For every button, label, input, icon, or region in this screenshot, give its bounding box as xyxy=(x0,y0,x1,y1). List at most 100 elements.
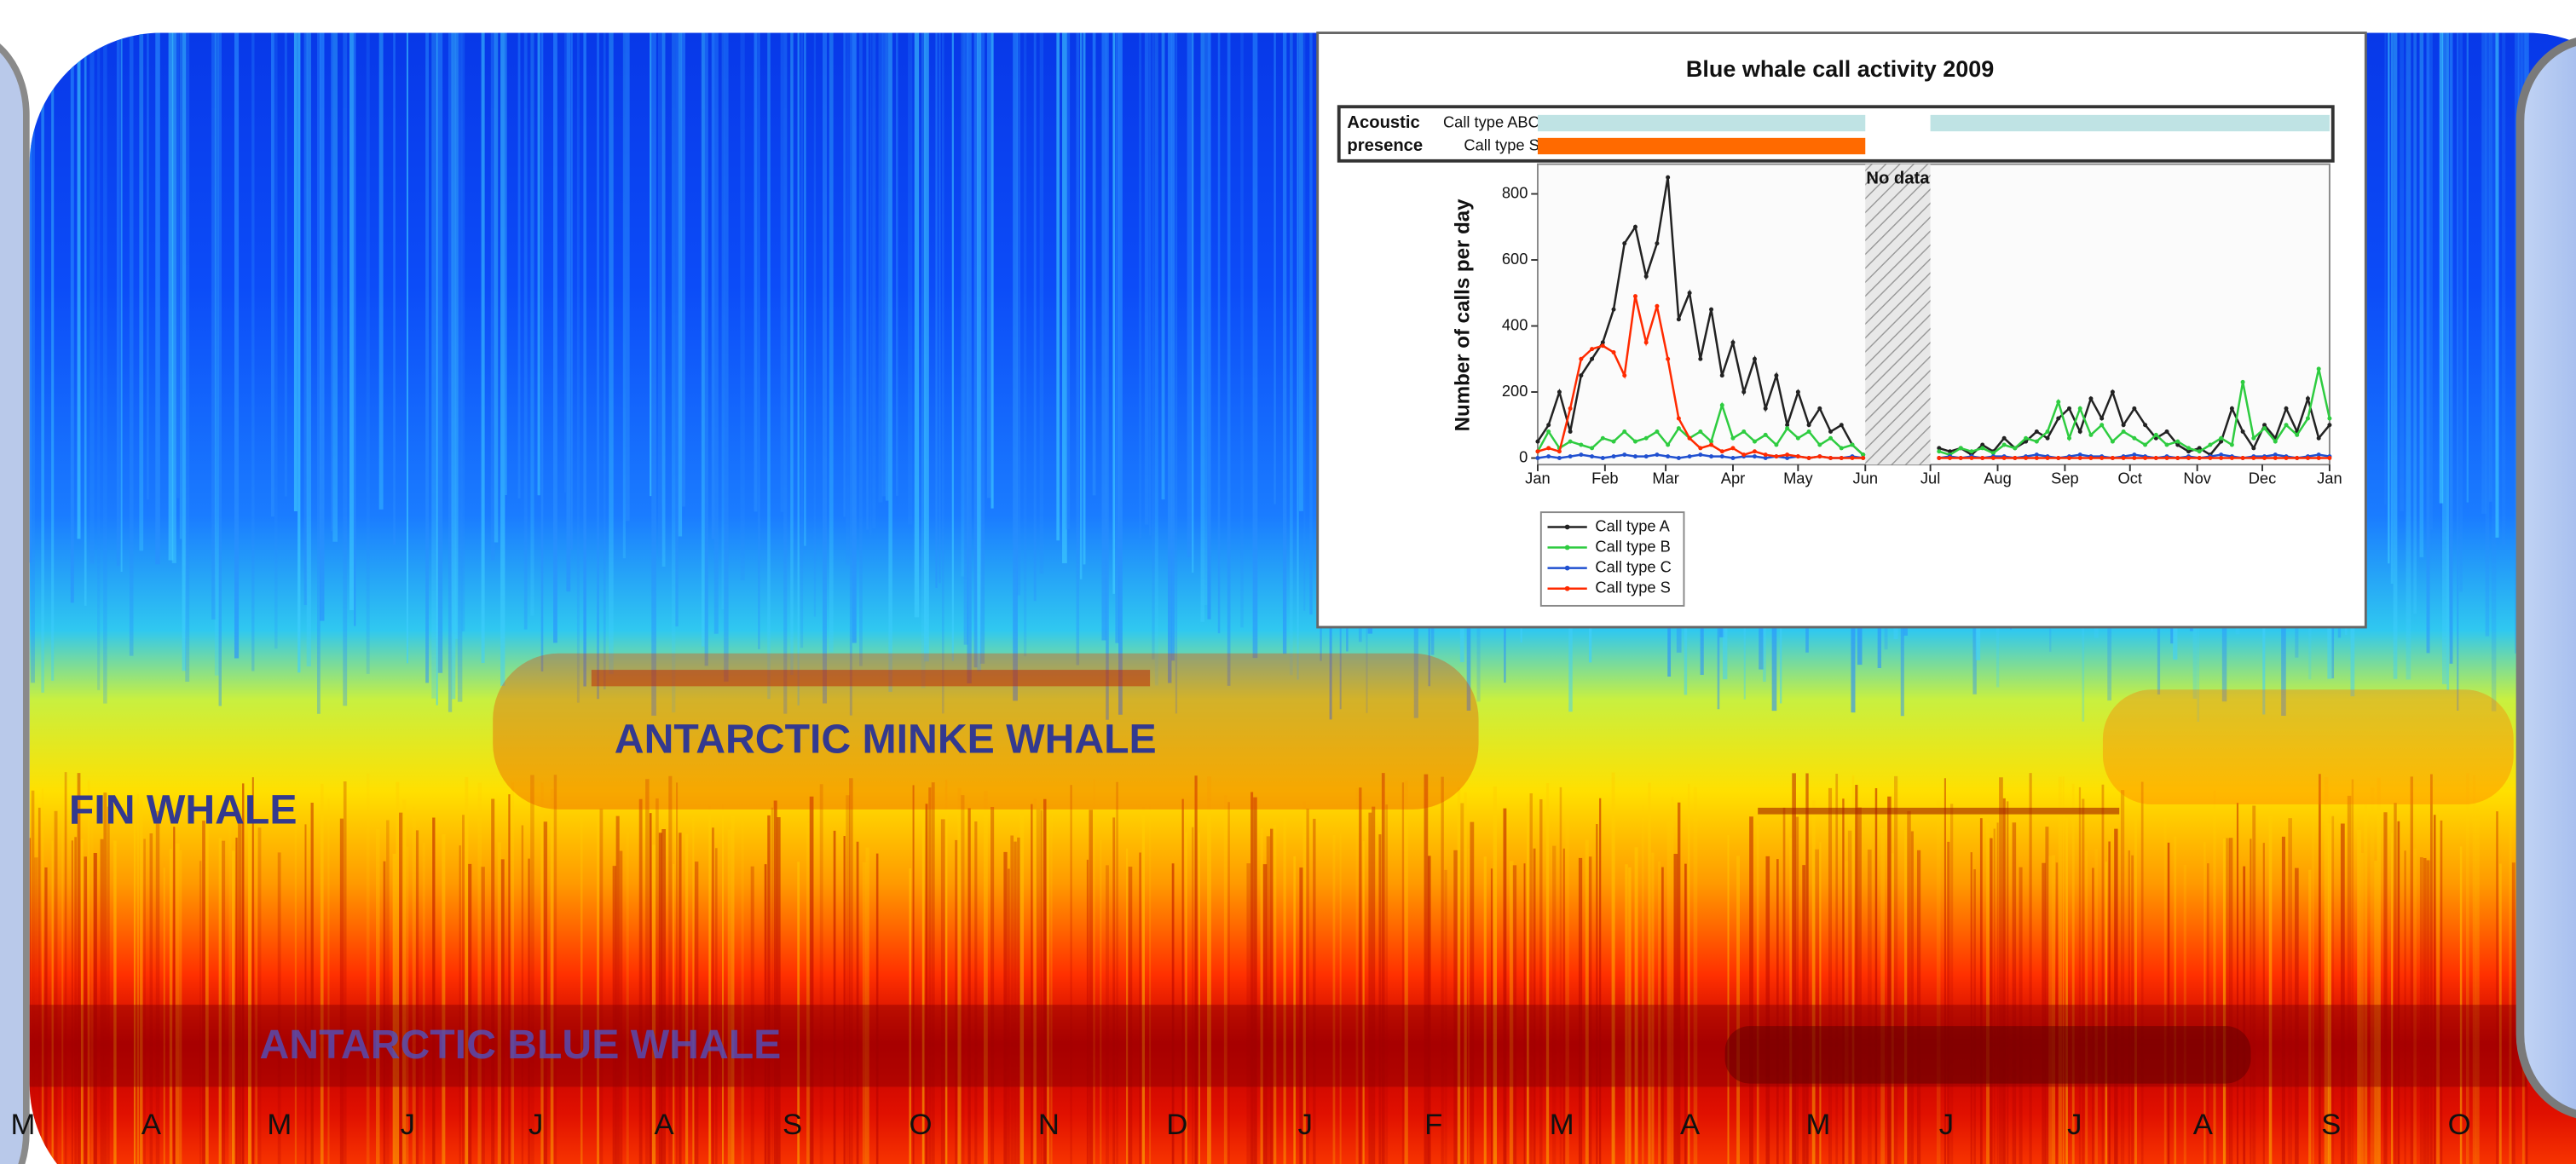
point xyxy=(1785,452,1789,457)
point xyxy=(1753,440,1757,444)
point xyxy=(1590,357,1594,361)
point xyxy=(1861,456,1865,460)
month-label: A xyxy=(1680,1109,1701,1141)
point xyxy=(2132,406,2136,411)
point xyxy=(1644,340,1649,344)
point xyxy=(2295,456,2299,460)
point xyxy=(2219,456,2223,460)
point xyxy=(2306,456,2310,460)
point xyxy=(2088,433,2093,437)
point xyxy=(1709,308,1713,312)
point xyxy=(2230,443,2234,447)
point xyxy=(2122,423,2126,427)
point xyxy=(1774,373,1778,377)
point xyxy=(1546,446,1551,450)
point xyxy=(1785,426,1789,430)
point xyxy=(1535,449,1539,453)
point xyxy=(1546,429,1551,434)
point xyxy=(1840,423,1844,427)
point xyxy=(1969,449,1973,453)
point xyxy=(1774,443,1778,447)
point xyxy=(1677,317,1681,321)
point xyxy=(1622,373,1626,377)
point xyxy=(1612,350,1616,354)
point xyxy=(2327,456,2331,460)
point xyxy=(1720,403,1724,407)
y-tick-label: 800 xyxy=(1502,183,1528,201)
point xyxy=(1601,343,1605,348)
point xyxy=(2002,456,2007,460)
point xyxy=(2046,436,2050,441)
point xyxy=(2132,456,2136,460)
point xyxy=(2111,390,2115,395)
point xyxy=(1644,454,1649,458)
point xyxy=(1807,429,1811,434)
point xyxy=(2099,423,2104,427)
band xyxy=(1725,1026,2251,1083)
point xyxy=(2154,456,2158,460)
point xyxy=(2165,456,2169,460)
point xyxy=(1948,456,1952,460)
point xyxy=(1655,452,1659,457)
point xyxy=(1622,452,1626,457)
legend-label: Call type A xyxy=(1595,516,1670,534)
point xyxy=(1817,454,1822,458)
point xyxy=(2186,446,2191,450)
point xyxy=(1796,454,1800,458)
point xyxy=(2327,423,2331,427)
point xyxy=(1698,429,1702,434)
month-label: A xyxy=(655,1109,675,1141)
point xyxy=(1568,406,1573,411)
point xyxy=(1731,340,1736,344)
point xyxy=(2295,433,2299,437)
point xyxy=(1796,436,1800,441)
point xyxy=(1688,454,1692,458)
point xyxy=(1655,304,1659,308)
point xyxy=(2198,456,2202,460)
month-label: J xyxy=(2067,1109,2082,1141)
point xyxy=(1828,436,1833,441)
point xyxy=(1666,176,1670,180)
point xyxy=(1655,241,1659,245)
x-tick-label: Jan xyxy=(1525,469,1551,487)
point xyxy=(1980,456,1984,460)
point xyxy=(2284,423,2288,427)
point xyxy=(2056,417,2060,421)
y-tick-label: 600 xyxy=(1502,250,1528,268)
point xyxy=(1644,274,1649,279)
point xyxy=(1937,456,1941,460)
legend-label: Call type C xyxy=(1595,557,1671,575)
month-label: M xyxy=(267,1109,292,1141)
point xyxy=(2317,456,2321,460)
point xyxy=(1590,446,1594,450)
point xyxy=(1688,291,1692,295)
point xyxy=(2251,446,2255,450)
point xyxy=(1677,456,1681,460)
month-label: S xyxy=(783,1109,802,1141)
month-label: O xyxy=(2448,1109,2471,1141)
species-label: ANTARCTIC BLUE WHALE xyxy=(260,1022,782,1068)
x-tick-label: Mar xyxy=(1652,469,1679,487)
left-panel xyxy=(0,33,26,1164)
month-label: M xyxy=(1806,1109,1831,1141)
point xyxy=(1579,357,1583,361)
point xyxy=(2078,429,2082,434)
point xyxy=(1666,454,1670,458)
point xyxy=(1764,452,1768,457)
point xyxy=(1622,429,1626,434)
point xyxy=(1698,357,1702,361)
presence-bar xyxy=(1931,115,2330,131)
point xyxy=(1959,456,1963,460)
point xyxy=(2122,429,2126,434)
point xyxy=(1688,436,1692,441)
right-panel xyxy=(2520,39,2576,1116)
point xyxy=(2208,443,2212,447)
point xyxy=(1969,456,1973,460)
point xyxy=(1535,440,1539,444)
band xyxy=(1758,808,2119,815)
point xyxy=(2306,417,2310,421)
point xyxy=(2208,456,2212,460)
x-tick-label: Oct xyxy=(2118,469,2142,487)
month-label: A xyxy=(2193,1109,2214,1141)
month-label: S xyxy=(2321,1109,2341,1141)
